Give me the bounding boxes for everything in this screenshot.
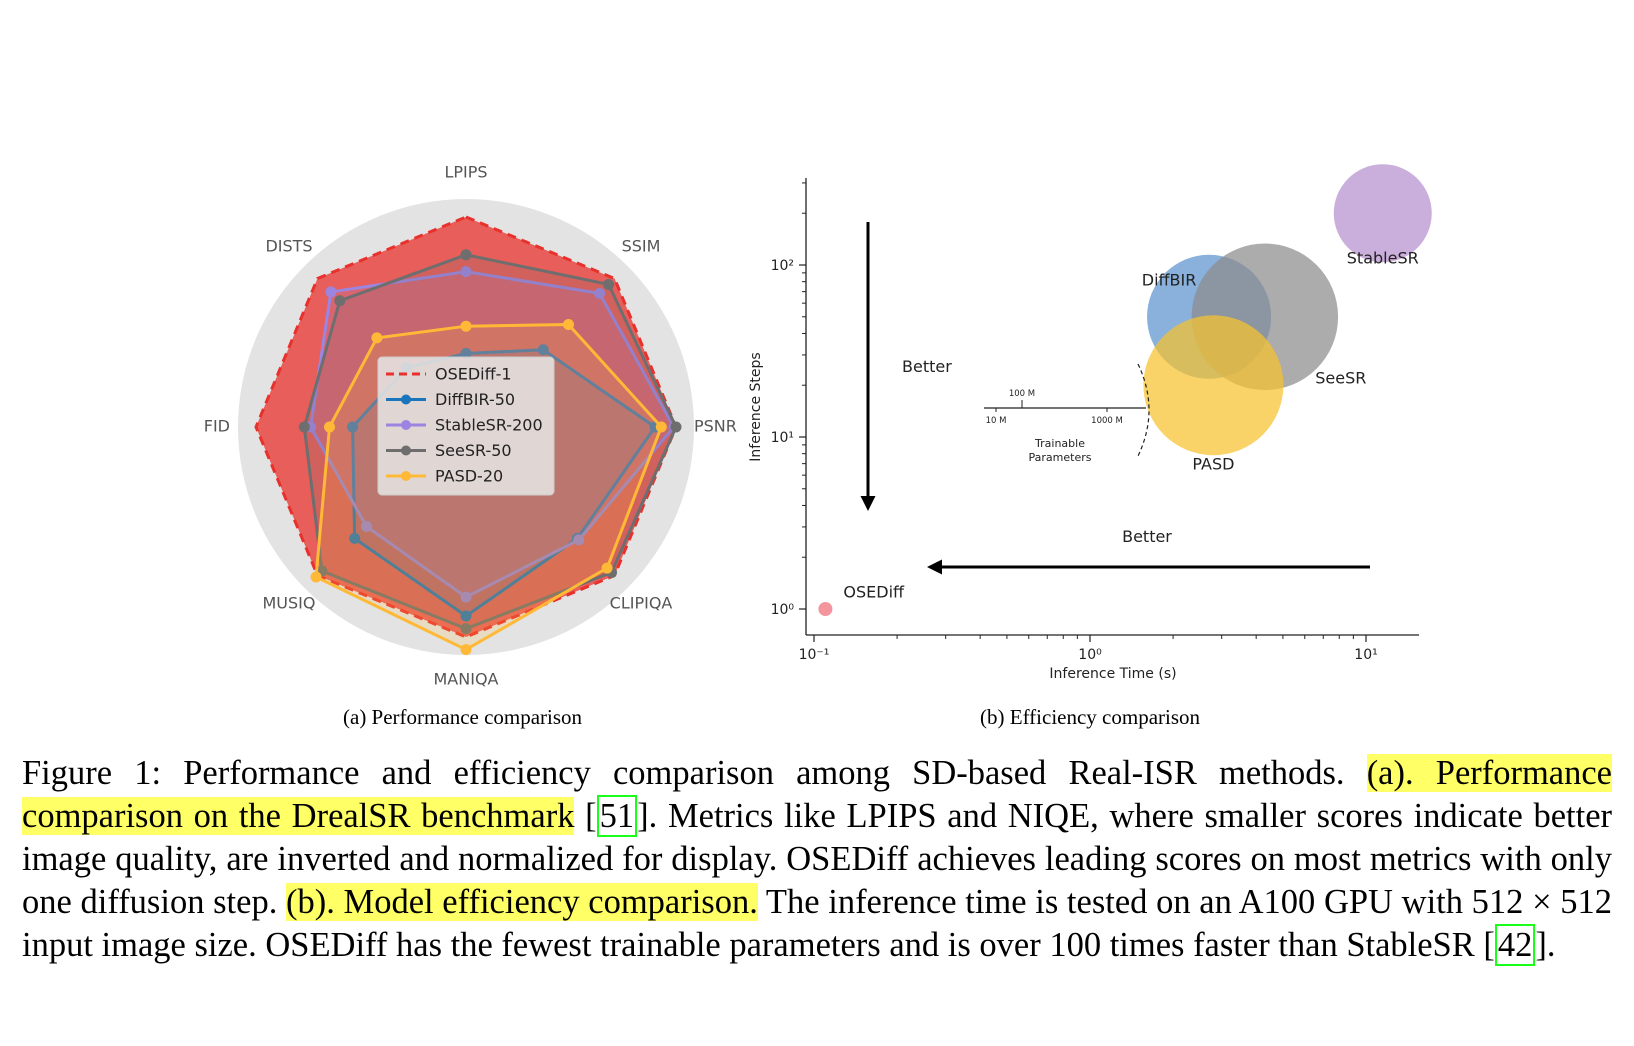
size-legend-label-0: 10 M [986, 416, 1007, 426]
x-tick-label-2: 10¹ [1354, 647, 1377, 663]
size-legend-label-2: 1000 M [1091, 416, 1123, 426]
bubble-label-stablesr: StableSR [1347, 249, 1419, 268]
radar-point-pasd-20-ssim [562, 319, 574, 331]
figure-1: LPIPS SSIM PSNR CLIPIQA MANIQA MUSIQ FID DISTS … [204, 163, 1432, 689]
legend-marker-pasd-20 [401, 471, 411, 481]
bubble-label-pasd: PASD [1192, 455, 1234, 474]
y-tick-label-0: 10⁰ [771, 602, 795, 618]
legend-marker-stablesr-200 [401, 420, 411, 430]
bubble-stablesr [1333, 164, 1432, 263]
citation-link-42[interactable]: 42 [1494, 924, 1536, 966]
radar-axis-label-fid: FID [204, 417, 230, 436]
radar-point-diffbir-50-lpips [460, 348, 472, 359]
radar-point-seesr-50-ssim [603, 278, 615, 290]
radar-point-stablesr-200-musiq [361, 520, 373, 532]
radar-axis-label-psnr: PSNR [694, 417, 737, 436]
legend-label-diffbir-50: DiffBIR-50 [435, 390, 515, 409]
legend-label-stablesr-200: StableSR-200 [435, 416, 543, 435]
bubble-pasd [1143, 315, 1284, 456]
legend-label-seesr-50: SeeSR-50 [435, 441, 512, 460]
radar-axis-label-maniqa: MANIQA [434, 670, 499, 689]
subcaption-a: (a) Performance comparison [343, 705, 583, 729]
radar-point-seesr-50-dists [334, 295, 346, 307]
radar-point-stablesr-200-dists [325, 286, 337, 298]
radar-point-diffbir-50-maniqa [460, 610, 472, 622]
size-legend-label-1: 100 M [1009, 389, 1035, 399]
radar-axis-label-lpips: LPIPS [444, 163, 487, 182]
radar-point-diffbir-50-musiq [349, 532, 361, 544]
legend-marker-diffbir-50 [401, 394, 411, 405]
caption-text-4: . [1546, 926, 1556, 964]
better-label-vertical: Better [902, 357, 952, 376]
radar-point-stablesr-200-ssim [594, 287, 606, 299]
radar-point-pasd-20-fid [324, 421, 335, 433]
radar-axis-label-dists: DISTS [265, 237, 312, 256]
legend-box [377, 356, 555, 496]
size-legend-title-line-1: Parameters [1029, 451, 1092, 464]
x-axis-label: Inference Time (s) [1049, 666, 1176, 682]
figure-caption: Figure 1: Performance and efficiency com… [22, 754, 1612, 966]
radar-axis-label-ssim: SSIM [622, 237, 661, 256]
radar-point-seesr-50-psnr [670, 421, 682, 433]
radar-axis-label-clipiqa: CLIPIQA [610, 594, 673, 613]
radar-point-stablesr-200-clipiqa [573, 534, 585, 546]
y-tick-label-1: 10¹ [771, 430, 794, 446]
radar-point-pasd-20-maniqa [460, 644, 472, 656]
radar-point-stablesr-200-maniqa [460, 591, 472, 603]
figure-svg: LPIPSSSIMPSNRCLIPIQAMANIQAMUSIQFIDDISTS … [204, 163, 1432, 689]
radar-point-pasd-20-lpips [460, 320, 472, 332]
y-tick-label-2: 10² [771, 258, 794, 274]
subcaption-b: (b) Efficiency comparison [980, 705, 1201, 729]
bubble-label-diffbir: DiffBIR [1142, 270, 1197, 289]
citation-link-51[interactable]: 51 [596, 795, 638, 837]
caption-text-2: . Metrics like LPIPS and NIQE, where sma… [22, 797, 1612, 921]
bubble-label-osediff: OSEDiff [843, 583, 905, 602]
bubble-label-seesr: SeeSR [1315, 368, 1366, 387]
x-tick-label-1: 10⁰ [1078, 647, 1102, 663]
size-legend-title-line-0: Trainable [1034, 437, 1085, 450]
radar-point-pasd-20-musiq [310, 571, 322, 583]
radar-axis-label-musiq: MUSIQ [263, 594, 316, 613]
caption-text-1: Performance and efficiency comparison am… [183, 754, 1367, 792]
radar-point-pasd-20-psnr [655, 421, 667, 433]
radar-point-pasd-20-dists [371, 332, 383, 344]
radar-point-diffbir-50-fid [347, 421, 359, 433]
bubble-osediff [818, 602, 833, 616]
size-legend-bracket [1137, 363, 1150, 457]
better-label-horizontal: Better [1122, 527, 1172, 546]
caption-text-3: The inference time is tested on an A100 … [22, 883, 1612, 964]
radar-point-diffbir-50-ssim [537, 344, 549, 356]
radar-point-seesr-50-maniqa [460, 623, 472, 635]
legend-label-osediff-1: OSEDiff-1 [435, 365, 512, 384]
caption-label: Figure 1: [22, 754, 184, 792]
radar-legend: OSEDiff-1 DiffBIR-50 StableSR-200 SeeSR-50 P… [377, 356, 555, 496]
y-axis-label: Inference Steps [748, 352, 764, 461]
legend-label-pasd-20: PASD-20 [435, 467, 503, 486]
radar-point-pasd-20-clipiqa [601, 562, 613, 574]
radar-line-osediff-1 [254, 215, 678, 639]
efficiency-chart: 10⁻¹ 10⁰ 10¹ 10⁰ 10¹ 10² Inference Time (s) Inf… [748, 164, 1432, 682]
radar-point-stablesr-200-lpips [460, 266, 472, 278]
x-tick-label-0: 10⁻¹ [799, 647, 830, 663]
radar-point-seesr-50-lpips [460, 249, 472, 261]
radar-point-seesr-50-fid [298, 421, 310, 433]
legend-marker-seesr-50 [401, 445, 411, 456]
caption-highlight-b: (b). Model efficiency comparison. [286, 883, 758, 921]
